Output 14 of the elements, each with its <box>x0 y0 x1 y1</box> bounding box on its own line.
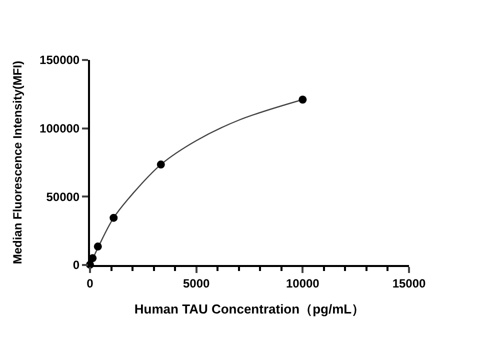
y-tick-label: 100000 <box>40 122 80 136</box>
x-tick-label: 5000 <box>182 276 210 290</box>
point <box>94 242 102 251</box>
point <box>156 160 165 169</box>
point <box>110 214 118 222</box>
x-tick-label: 10000 <box>286 276 320 290</box>
y-axis-title: Median Fluorescence Intensity(MFI) <box>10 60 24 264</box>
y-tick-label: 50000 <box>46 190 80 204</box>
x-tick-label: 0 <box>86 276 94 290</box>
x-tick-label: 15000 <box>392 276 426 290</box>
y-tick-label: 150000 <box>40 53 80 68</box>
y-tick-label: 0 <box>72 258 80 272</box>
point <box>298 96 307 104</box>
x-axis-title: Human TAU Concentration（pg/mL） <box>134 302 365 316</box>
